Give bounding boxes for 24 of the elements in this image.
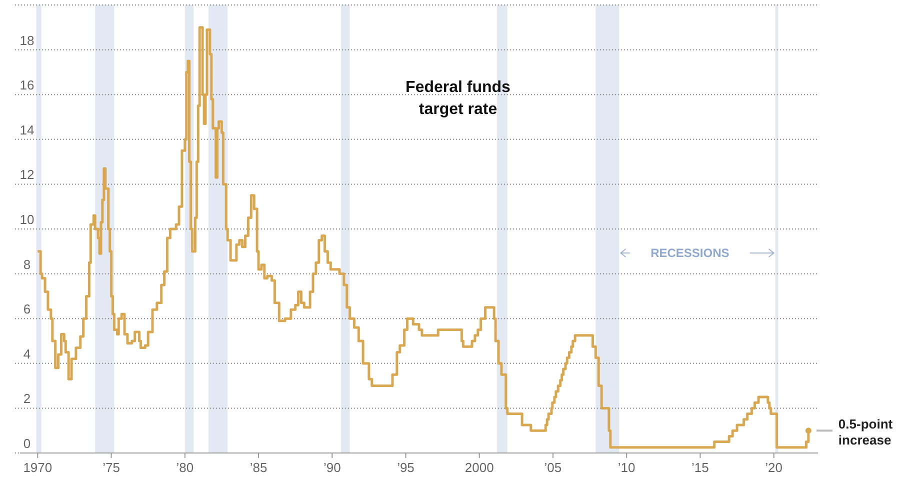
x-tick-label: ’10 (618, 460, 636, 475)
x-tick-label: ’90 (323, 460, 341, 475)
x-tick-label: ’75 (102, 460, 120, 475)
y-tick-label: 0 (23, 436, 31, 451)
y-tick-label: 12 (20, 167, 34, 182)
x-tick-label: 2000 (464, 460, 494, 475)
x-tick-label: ’05 (544, 460, 562, 475)
y-tick-label: 2 (23, 391, 31, 406)
y-tick-label: 8 (23, 256, 31, 272)
x-tick-label: ’20 (765, 460, 783, 475)
x-tick-label: ’95 (397, 460, 414, 475)
y-tick-label: 14 (20, 122, 34, 138)
x-tick-label: ’80 (176, 460, 194, 475)
x-tick-label: ’15 (692, 460, 709, 475)
y-tick-label: 4 (23, 346, 31, 362)
annotation: 0.5-point increase (838, 416, 894, 448)
y-tick-label: 10 (20, 212, 34, 227)
x-tick-label: ’85 (250, 460, 268, 475)
y-tick-label: 16 (20, 78, 34, 93)
y-tick-label: 18 (20, 32, 34, 48)
x-tick-label: 1970 (23, 460, 52, 475)
y-tick-label: 6 (23, 302, 31, 317)
annotation: RECESSIONS (650, 246, 730, 260)
text: Federal funds target rate (406, 79, 511, 118)
